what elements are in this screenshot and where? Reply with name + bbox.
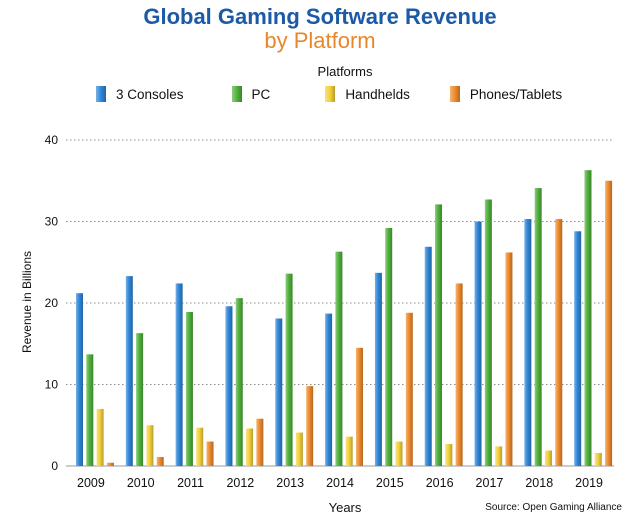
x-tick-label: 2013 [276,476,304,490]
bar-consoles-2010 [125,276,133,466]
legend-title: Platforms [317,64,373,79]
legend-swatch-pc [231,86,242,102]
legend-label-pc: PC [251,86,271,102]
legend-label-handhelds: Handhelds [345,86,410,102]
chart-title: Global Gaming Software Revenue [143,4,497,29]
x-tick-label: 2009 [77,476,105,490]
bar-pc-2016 [435,204,443,466]
bar-pc-2014 [335,251,343,466]
y-tick-label: 30 [45,215,59,229]
legend: 3 Consoles PC Handhelds Phones/Tablets [96,84,562,104]
bar-handhelds-2012 [246,428,254,466]
y-tick-label: 10 [45,378,59,392]
legend-item-pc: PC [231,86,271,102]
x-tick-label: 2016 [426,476,454,490]
bar-pc-2009 [86,354,94,466]
y-tick-label: 40 [45,133,59,147]
bar-consoles-2012 [225,306,233,466]
bar-pc-2017 [484,199,492,466]
axis-ticks: 0 10 20 30 40 2009 2010 2011 2012 2013 2014 2015 201… [45,133,603,490]
y-tick-label: 0 [51,459,58,473]
bar-handhelds-2017 [495,446,503,466]
bar-phones-tablets-2018 [555,219,563,466]
source-note: Source: Open Gaming Alliance [485,502,622,513]
x-tick-label: 2012 [226,476,254,490]
x-tick-label: 2010 [127,476,155,490]
bar-handhelds-2015 [395,441,403,466]
bar-handhelds-2009 [96,408,104,466]
bar-pc-2019 [584,170,592,466]
legend-swatch-consoles [96,86,106,102]
bar-pc-2018 [534,188,542,466]
bar-handhelds-2019 [594,452,602,466]
bar-consoles-2013 [275,318,283,466]
bar-phones-tablets-2017 [505,252,513,466]
bar-consoles-2011 [175,283,183,466]
bar-phones-tablets-2019 [605,180,613,466]
legend-item-consoles: 3 Consoles [96,86,184,102]
bar-pc-2015 [385,228,393,466]
y-tick-label: 20 [45,296,59,310]
bar-consoles-2018 [524,219,532,466]
bar-consoles-2017 [474,221,482,466]
bar-handhelds-2018 [544,450,552,466]
bar-handhelds-2014 [345,436,353,466]
x-tick-label: 2018 [525,476,553,490]
bar-consoles-2009 [76,293,83,466]
bar-handhelds-2016 [445,443,453,466]
x-tick-label: 2015 [376,476,404,490]
bar-handhelds-2011 [196,427,204,466]
x-tick-label: 2019 [575,476,603,490]
bar-pc-2012 [235,298,243,466]
bar-phones-tablets-2016 [455,283,463,466]
x-tick-label: 2014 [326,476,354,490]
x-tick-label: 2017 [476,476,504,490]
bar-phones-tablets-2014 [355,347,363,466]
bar-consoles-2014 [325,313,333,466]
legend-item-handhelds: Handhelds [325,86,410,102]
legend-swatch-phones-tablets [449,86,460,102]
legend-swatch-handhelds [325,86,336,102]
legend-label-consoles: 3 Consoles [116,86,184,102]
bar-consoles-2015 [374,272,382,466]
chart-subtitle: by Platform [264,28,376,53]
x-tick-label: 2011 [177,476,204,490]
legend-item-phones-tablets: Phones/Tablets [449,86,563,102]
bar-handhelds-2013 [295,432,303,466]
bar-consoles-2019 [574,231,582,466]
bar-pc-2013 [285,273,293,466]
bar-consoles-2016 [424,246,432,466]
bar-phones-tablets-2015 [405,312,413,466]
x-axis-label: Years [328,500,362,515]
bar-pc-2011 [185,311,193,466]
bars [76,170,613,466]
bar-pc-2010 [136,333,144,466]
bar-phones-tablets-2012 [256,418,264,466]
legend-label-phones-tablets: Phones/Tablets [469,86,563,102]
bar-handhelds-2010 [146,425,154,466]
bar-phones-tablets-2013 [306,386,314,466]
bar-phones-tablets-2010 [156,457,164,466]
bar-phones-tablets-2011 [206,441,214,466]
bar-phones-tablets-2009 [106,462,114,466]
